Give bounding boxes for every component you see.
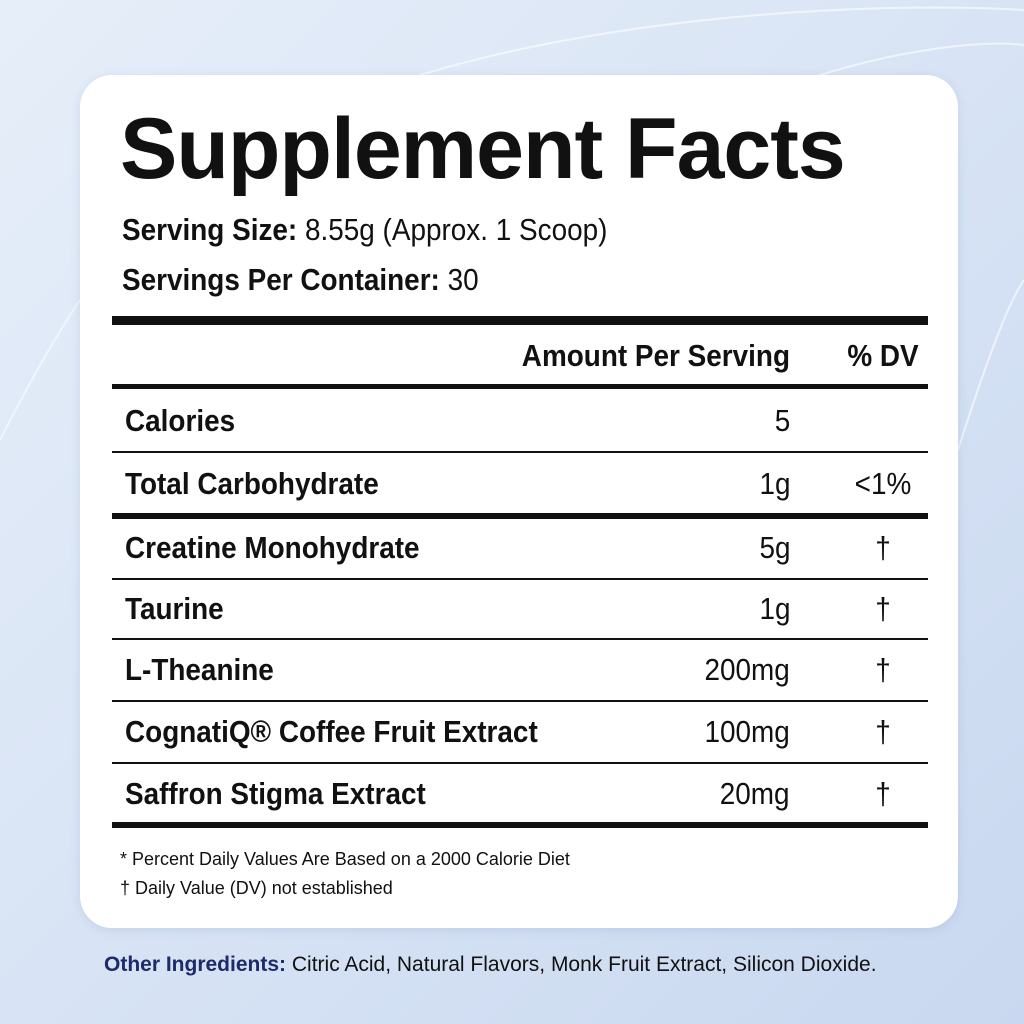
daily-value: † [875, 776, 891, 811]
nutrient-name: CognatiQ® Coffee Fruit Extract [125, 714, 538, 749]
label: Servings Per Container: [122, 262, 440, 297]
thick-rule [112, 513, 928, 519]
amount: 200mg [704, 652, 790, 687]
thin-rule [112, 638, 928, 640]
facts-panel [80, 75, 958, 928]
value: 30 [447, 262, 479, 297]
amount: 5g [758, 529, 790, 565]
thin-rule [112, 700, 928, 702]
nutrient-name: Saffron Stigma Extract [125, 776, 426, 811]
amount: 100mg [704, 714, 790, 749]
value: 8.55g (Approx. 1 Scoop) [304, 212, 608, 247]
servings-per-container: Servings Per Container: 30 [122, 262, 479, 298]
serving-size: Serving Size: 8.55g (Approx. 1 Scoop) [122, 212, 607, 248]
daily-value: † [875, 714, 891, 749]
footnote: * Percent Daily Values Are Based on a 20… [120, 849, 570, 869]
other-ingredients: Other Ingredients: Citric Acid, Natural … [104, 953, 877, 977]
amount: 1g [758, 466, 790, 501]
thick-rule [112, 316, 928, 325]
nutrient-name: Total Carbohydrate [125, 466, 379, 501]
nutrient-name: Creatine Monohydrate [125, 529, 420, 565]
nutrient-name: Calories [125, 402, 236, 438]
thick-rule [112, 822, 928, 828]
thin-rule [112, 578, 928, 580]
daily-value: † [875, 591, 891, 626]
nutrient-name: L-Theanine [125, 652, 274, 687]
thin-rule [112, 451, 928, 453]
daily-value: † [875, 529, 891, 565]
footnote: † Daily Value (DV) not established [120, 878, 393, 898]
daily-value: <1% [854, 466, 912, 501]
nutrient-name: Taurine [125, 591, 224, 626]
thick-rule [112, 384, 928, 389]
thin-rule [112, 762, 928, 764]
daily-value: † [875, 652, 891, 687]
header-dv: % DV [847, 338, 919, 373]
title: Supplement Facts [120, 101, 846, 197]
label: Serving Size: [122, 212, 298, 247]
header-amount: Amount Per Serving [521, 338, 790, 373]
label: Other Ingredients: [104, 953, 287, 976]
amount: 1g [758, 591, 790, 626]
text: Citric Acid, Natural Flavors, Monk Fruit… [291, 953, 877, 976]
amount: 20mg [720, 776, 790, 811]
amount: 5 [774, 402, 790, 438]
